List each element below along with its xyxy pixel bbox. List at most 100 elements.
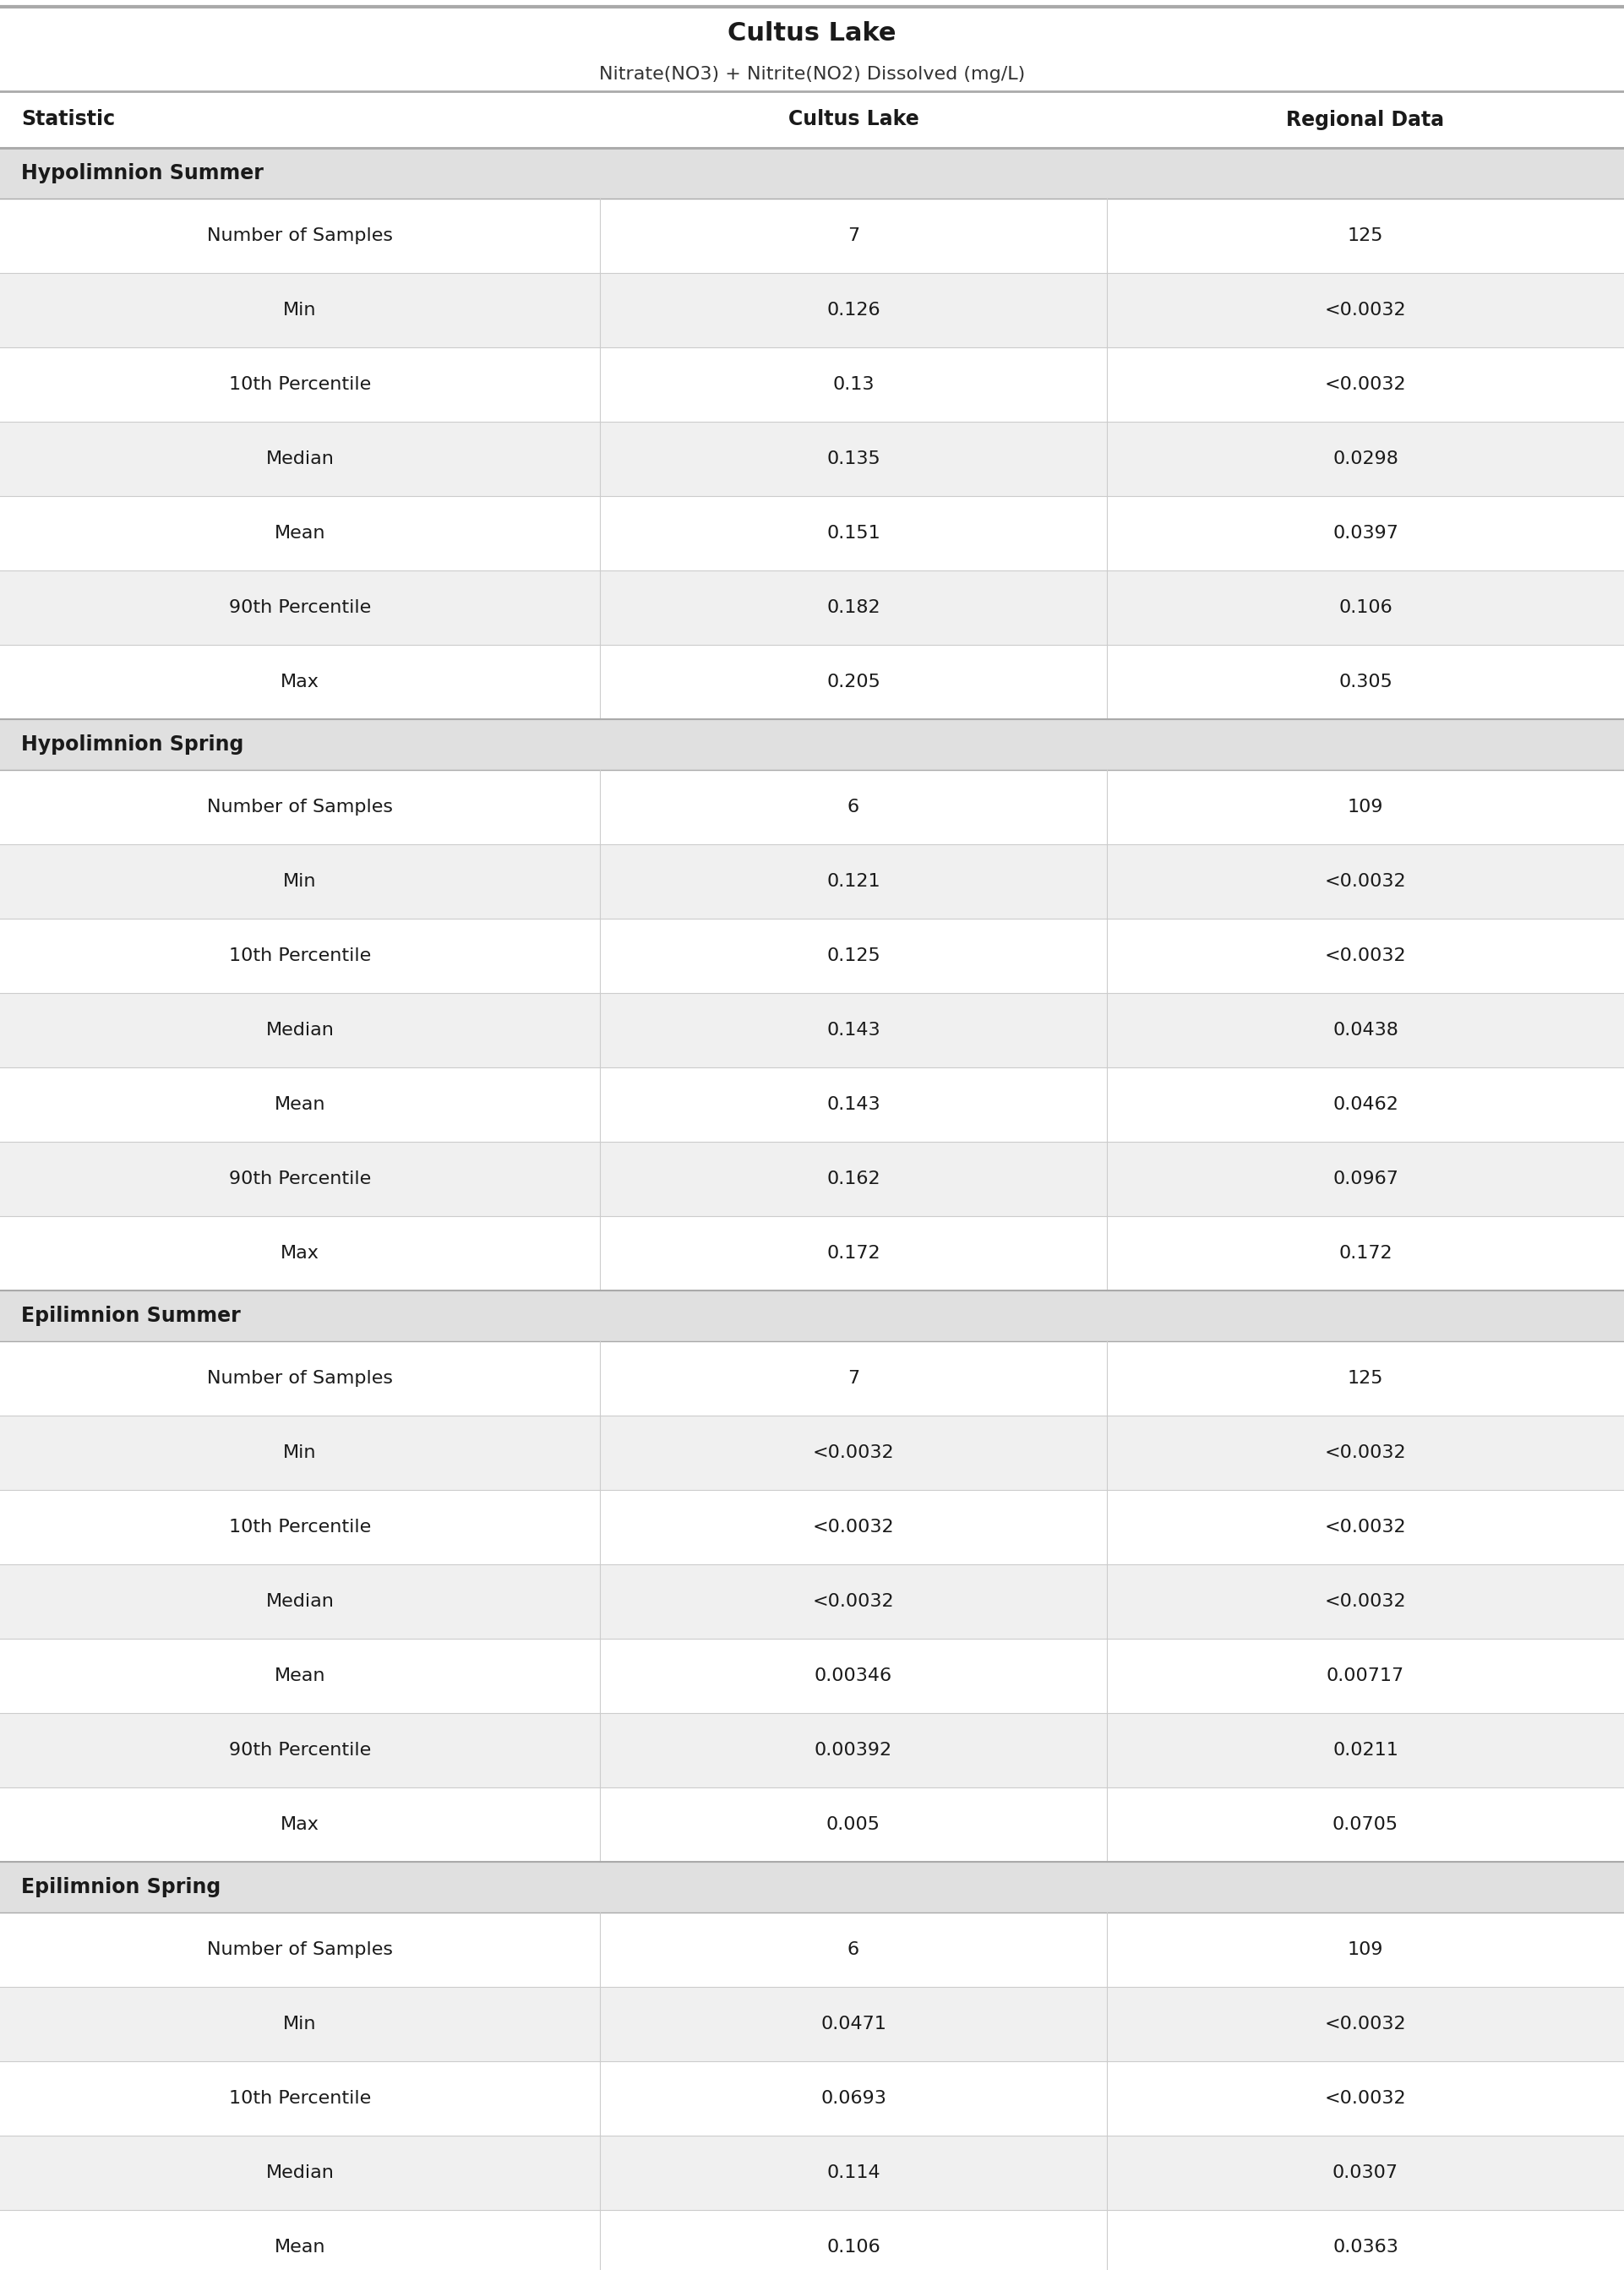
Text: <0.0032: <0.0032 — [1325, 2091, 1406, 2107]
Text: <0.0032: <0.0032 — [1325, 947, 1406, 965]
Text: Max: Max — [281, 1244, 320, 1262]
Text: <0.0032: <0.0032 — [1325, 1519, 1406, 1535]
Bar — [0, 645, 1624, 720]
Text: Nitrate(NO3) + Nitrite(NO2) Dissolved (mg/L): Nitrate(NO3) + Nitrite(NO2) Dissolved (m… — [599, 66, 1025, 82]
Text: 10th Percentile: 10th Percentile — [229, 947, 370, 965]
Text: Number of Samples: Number of Samples — [206, 799, 393, 815]
Text: Mean: Mean — [274, 524, 325, 543]
Text: 90th Percentile: 90th Percentile — [229, 599, 370, 615]
Bar — [0, 2061, 1624, 2136]
Bar — [0, 1489, 1624, 1564]
Text: Hypolimnion Summer: Hypolimnion Summer — [21, 163, 263, 184]
Text: 109: 109 — [1348, 799, 1384, 815]
Text: Epilimnion Summer: Epilimnion Summer — [21, 1305, 240, 1326]
Text: 0.0471: 0.0471 — [820, 2016, 887, 2032]
Text: Min: Min — [283, 2016, 317, 2032]
Text: 0.305: 0.305 — [1338, 674, 1392, 690]
Bar — [0, 1914, 1624, 1986]
Text: <0.0032: <0.0032 — [1325, 874, 1406, 890]
Text: 0.143: 0.143 — [827, 1096, 880, 1112]
Text: 0.106: 0.106 — [827, 2238, 880, 2256]
Text: Number of Samples: Number of Samples — [206, 1369, 393, 1387]
Bar — [0, 148, 1624, 197]
Bar — [0, 1142, 1624, 1217]
Text: Cultus Lake: Cultus Lake — [728, 20, 896, 45]
Bar — [0, 1714, 1624, 1786]
Bar — [0, 992, 1624, 1067]
Bar — [0, 1564, 1624, 1639]
Text: 125: 125 — [1348, 227, 1384, 245]
Text: 7: 7 — [848, 1369, 859, 1387]
Bar — [0, 422, 1624, 497]
Text: 0.121: 0.121 — [827, 874, 880, 890]
Text: <0.0032: <0.0032 — [1325, 1594, 1406, 1609]
Bar — [0, 197, 1624, 272]
Text: 0.151: 0.151 — [827, 524, 880, 543]
Text: 90th Percentile: 90th Percentile — [229, 1171, 370, 1187]
Text: Mean: Mean — [274, 1096, 325, 1112]
Text: 0.135: 0.135 — [827, 449, 880, 468]
Bar — [0, 1639, 1624, 1714]
Text: 0.00717: 0.00717 — [1327, 1668, 1405, 1684]
Text: 0.0693: 0.0693 — [820, 2091, 887, 2107]
Bar — [0, 770, 1624, 844]
Text: 0.00392: 0.00392 — [815, 1741, 892, 1759]
Text: 0.0705: 0.0705 — [1332, 1816, 1398, 1834]
Text: Median: Median — [266, 2163, 335, 2181]
Text: 0.0307: 0.0307 — [1332, 2163, 1398, 2181]
Text: Epilimnion Spring: Epilimnion Spring — [21, 1877, 221, 1898]
Text: <0.0032: <0.0032 — [812, 1594, 895, 1609]
Text: Number of Samples: Number of Samples — [206, 1941, 393, 1959]
Bar — [0, 2211, 1624, 2270]
Bar — [0, 919, 1624, 992]
Text: Max: Max — [281, 1816, 320, 1834]
Text: 0.005: 0.005 — [827, 1816, 880, 1834]
Bar — [0, 347, 1624, 422]
Text: 10th Percentile: 10th Percentile — [229, 2091, 370, 2107]
Text: 0.143: 0.143 — [827, 1022, 880, 1040]
Text: 0.182: 0.182 — [827, 599, 880, 615]
Text: <0.0032: <0.0032 — [1325, 377, 1406, 393]
Text: Min: Min — [283, 1444, 317, 1462]
Text: 6: 6 — [848, 799, 859, 815]
Text: Mean: Mean — [274, 1668, 325, 1684]
Bar — [0, 720, 1624, 770]
Text: Cultus Lake: Cultus Lake — [788, 109, 919, 129]
Text: 10th Percentile: 10th Percentile — [229, 377, 370, 393]
Text: 0.0438: 0.0438 — [1333, 1022, 1398, 1040]
Bar — [0, 2136, 1624, 2211]
Text: Median: Median — [266, 449, 335, 468]
Bar — [0, 570, 1624, 645]
Text: 7: 7 — [848, 227, 859, 245]
Text: Number of Samples: Number of Samples — [206, 227, 393, 245]
Bar — [0, 1067, 1624, 1142]
Text: 0.172: 0.172 — [827, 1244, 880, 1262]
Bar — [0, 272, 1624, 347]
Text: 0.0211: 0.0211 — [1333, 1741, 1398, 1759]
Text: 0.0462: 0.0462 — [1333, 1096, 1398, 1112]
Text: <0.0032: <0.0032 — [812, 1519, 895, 1535]
Text: Median: Median — [266, 1022, 335, 1040]
Text: 125: 125 — [1348, 1369, 1384, 1387]
Text: 0.162: 0.162 — [827, 1171, 880, 1187]
Text: 10th Percentile: 10th Percentile — [229, 1519, 370, 1535]
Text: Min: Min — [283, 874, 317, 890]
Bar — [0, 1861, 1624, 1914]
Bar — [0, 844, 1624, 919]
Text: Min: Min — [283, 302, 317, 318]
Text: 0.0397: 0.0397 — [1333, 524, 1398, 543]
Bar — [0, 497, 1624, 570]
Text: 0.126: 0.126 — [827, 302, 880, 318]
Text: 0.0967: 0.0967 — [1333, 1171, 1398, 1187]
Text: 109: 109 — [1348, 1941, 1384, 1959]
Text: <0.0032: <0.0032 — [1325, 2016, 1406, 2032]
Bar — [0, 91, 1624, 148]
Bar — [0, 1986, 1624, 2061]
Text: 0.0298: 0.0298 — [1333, 449, 1398, 468]
Text: 0.106: 0.106 — [1338, 599, 1392, 615]
Bar — [0, 1786, 1624, 1861]
Text: <0.0032: <0.0032 — [1325, 1444, 1406, 1462]
Bar — [0, 1342, 1624, 1416]
Bar — [0, 1217, 1624, 1292]
Text: 0.205: 0.205 — [827, 674, 880, 690]
